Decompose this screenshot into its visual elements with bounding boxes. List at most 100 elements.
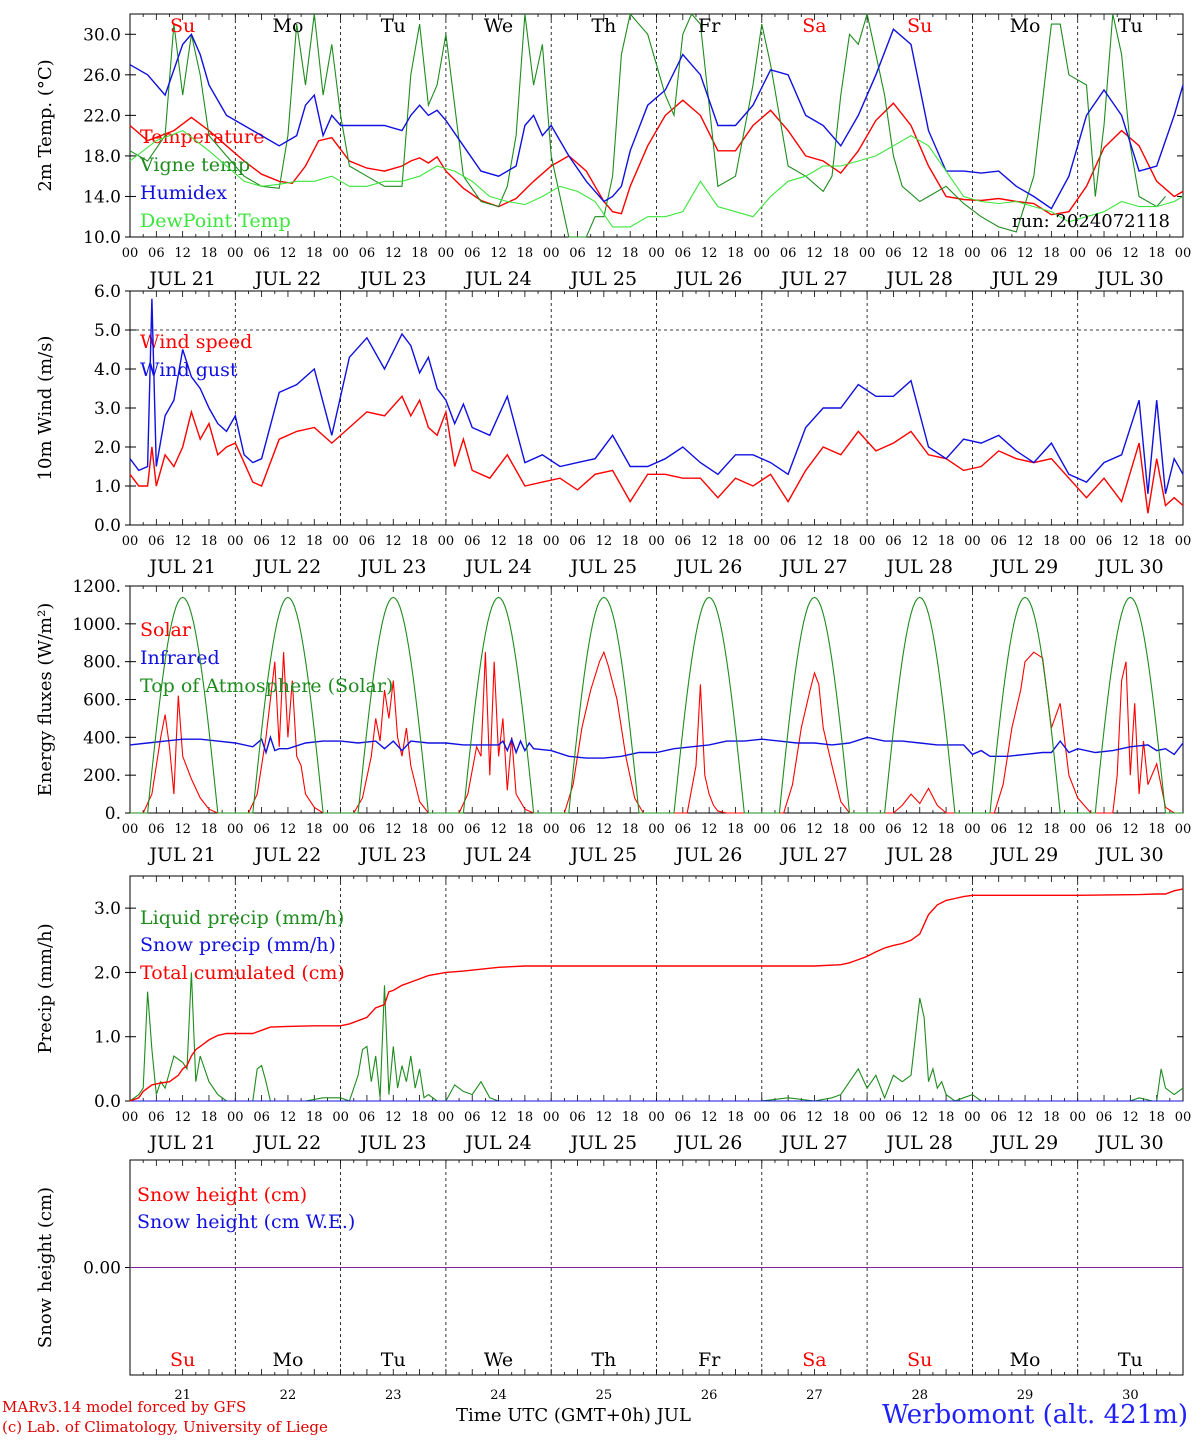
- day-number-label: 23: [385, 1388, 402, 1403]
- series-line-4: [129, 129, 1184, 228]
- x-axis-label: Time UTC (GMT+0h) JUL: [456, 1405, 691, 1426]
- hour-tick-label: 00: [859, 246, 876, 261]
- station-name: Werbomont (alt. 421m): [882, 1400, 1188, 1430]
- date-label: JUL 27: [779, 556, 847, 578]
- hour-tick-label: 00: [438, 1110, 455, 1125]
- legend-entry: Snow height (cm W.E.): [137, 1211, 355, 1233]
- hour-tick-label: 06: [780, 246, 797, 261]
- date-label: JUL 24: [463, 844, 531, 866]
- date-label: JUL 25: [569, 844, 637, 866]
- y-tick-label: 10.0: [83, 228, 121, 248]
- hour-tick-label: 18: [938, 1110, 955, 1125]
- hour-tick-label: 18: [411, 822, 428, 837]
- lab-credit: (c) Lab. of Climatology, University of L…: [2, 1418, 328, 1436]
- hour-tick-label: 06: [359, 1110, 376, 1125]
- hour-tick-label: 00: [754, 246, 771, 261]
- date-label: JUL 27: [779, 268, 847, 290]
- hour-tick-label: 06: [675, 246, 692, 261]
- day-number-label: 28: [911, 1388, 928, 1403]
- hour-tick-label: 18: [517, 822, 534, 837]
- hour-tick-label: 12: [490, 246, 507, 261]
- hour-tick-label: 18: [1148, 1110, 1165, 1125]
- y-tick-label: 600.: [83, 691, 121, 711]
- weekday-label: Sa: [802, 15, 826, 37]
- hour-tick-label: 00: [964, 246, 981, 261]
- hour-tick-label: 12: [911, 534, 928, 549]
- hour-tick-label: 06: [780, 534, 797, 549]
- weekday-label: Su: [907, 15, 932, 37]
- hour-tick-label: 06: [148, 822, 165, 837]
- hour-tick-label: 06: [675, 534, 692, 549]
- hour-tick-label: 18: [622, 822, 639, 837]
- hour-tick-label: 00: [122, 246, 139, 261]
- legend-entry: Snow height (cm): [137, 1184, 307, 1206]
- date-label: JUL 30: [1095, 844, 1163, 866]
- hour-tick-label: 18: [517, 534, 534, 549]
- y-axis-label: Energy fluxes (W/m²): [35, 603, 56, 797]
- day-number-label: 27: [806, 1388, 823, 1403]
- hour-tick-label: 18: [1043, 1110, 1060, 1125]
- date-label: JUL 21: [147, 556, 215, 578]
- date-label: JUL 29: [990, 556, 1058, 578]
- y-axis-label: Precip (mm/h): [35, 923, 56, 1053]
- hour-tick-label: 18: [411, 534, 428, 549]
- date-label: JUL 29: [990, 844, 1058, 866]
- hour-tick-label: 18: [727, 1110, 744, 1125]
- hour-tick-label: 18: [833, 534, 850, 549]
- hour-tick-label: 00: [332, 534, 349, 549]
- date-label: JUL 26: [674, 1132, 742, 1154]
- legend-entry: Total cumulated (cm): [140, 962, 345, 984]
- hour-tick-label: 18: [727, 246, 744, 261]
- hour-tick-label: 00: [332, 246, 349, 261]
- hour-tick-label: 06: [1096, 246, 1113, 261]
- date-label: JUL 28: [885, 556, 953, 578]
- hour-tick-label: 06: [253, 1110, 270, 1125]
- hour-tick-label: 00: [1069, 246, 1086, 261]
- hour-tick-label: 18: [1148, 822, 1165, 837]
- date-label: JUL 26: [674, 844, 742, 866]
- hour-tick-label: 00: [964, 534, 981, 549]
- hour-tick-label: 00: [1175, 246, 1192, 261]
- hour-tick-label: 18: [622, 534, 639, 549]
- hour-tick-label: 00: [543, 246, 560, 261]
- hour-tick-label: 00: [964, 1110, 981, 1125]
- hour-tick-label: 12: [596, 1110, 613, 1125]
- hour-tick-label: 12: [1122, 534, 1139, 549]
- series-line-3: [130, 596, 1183, 814]
- weekday-label: Tu: [381, 1349, 406, 1371]
- hour-tick-label: 00: [648, 1110, 665, 1125]
- date-label: JUL 22: [253, 1132, 321, 1154]
- weekday-label: Mo: [272, 1349, 303, 1371]
- date-label: JUL 23: [358, 1132, 426, 1154]
- hour-tick-label: 18: [1148, 534, 1165, 549]
- hour-tick-label: 12: [280, 1110, 297, 1125]
- hour-tick-label: 00: [648, 822, 665, 837]
- hour-tick-label: 06: [253, 246, 270, 261]
- y-tick-label: 4.0: [94, 360, 121, 380]
- legend-entry: Solar: [140, 619, 192, 641]
- hour-tick-label: 06: [990, 534, 1007, 549]
- hour-tick-label: 00: [122, 1110, 139, 1125]
- weekday-label: Mo: [1010, 15, 1041, 37]
- legend-entry: DewPoint Temp: [140, 210, 291, 232]
- run-label: run: 2024072118: [1012, 211, 1170, 232]
- date-label: JUL 27: [779, 844, 847, 866]
- hour-tick-label: 18: [411, 246, 428, 261]
- hour-tick-label: 00: [438, 822, 455, 837]
- date-label: JUL 21: [147, 1132, 215, 1154]
- y-tick-label: 0.: [105, 804, 121, 824]
- hour-tick-label: 06: [359, 822, 376, 837]
- y-tick-label: 0.00: [83, 1259, 121, 1279]
- hour-tick-label: 06: [885, 1110, 902, 1125]
- legend-entry: Wind speed: [140, 331, 252, 353]
- y-tick-label: 200.: [83, 766, 121, 786]
- hour-tick-label: 06: [990, 246, 1007, 261]
- date-label: JUL 27: [779, 1132, 847, 1154]
- date-label: JUL 28: [885, 268, 953, 290]
- date-label: JUL 24: [463, 556, 531, 578]
- hour-tick-label: 06: [885, 822, 902, 837]
- hour-tick-label: 00: [648, 534, 665, 549]
- hour-tick-label: 18: [201, 534, 218, 549]
- series-line-1: [130, 650, 1183, 814]
- y-tick-label: 30.0: [83, 25, 121, 45]
